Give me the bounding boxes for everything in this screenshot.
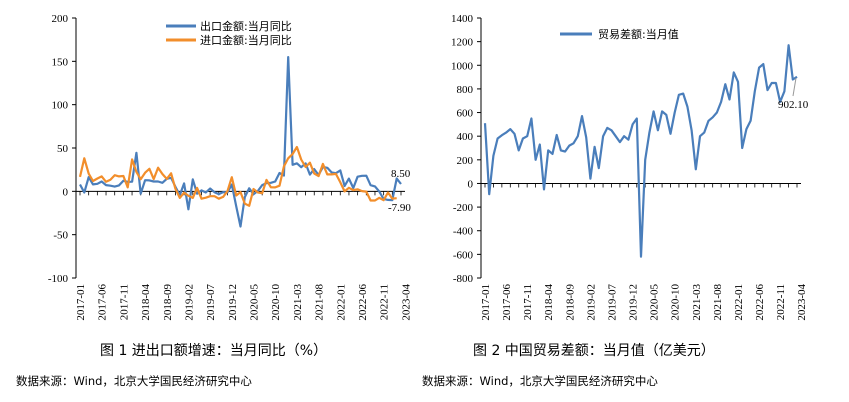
- chart2-x-tick-label: 2022-11: [775, 284, 787, 320]
- chart2-x-axis: 2017-01 2017-06 2017-11 2018-04 2018-09 2019-…: [480, 182, 808, 321]
- chart2-x-tick-label: 2018-09: [564, 284, 576, 321]
- chart1-x-tick-label: 2022-01: [335, 284, 347, 321]
- chart2-series-lines: [483, 44, 798, 258]
- chart1-x-tick-label: 2020-10: [270, 284, 282, 321]
- chart2-y-tick-label: 0: [468, 178, 474, 190]
- chart1-annotation-import-latest: -7.90: [388, 202, 411, 214]
- chart1-x-tick-label: 2019-12: [227, 284, 239, 321]
- chart2-series-line-1: [483, 44, 798, 258]
- chart2-y-axis: 1400 1200 1000 800 600 400 200 0 -200 -400 -600 -80…: [451, 13, 482, 285]
- chart2-y-tick-label: 200: [457, 155, 474, 167]
- chart1-legend-label-export: 出口金额:当月同比: [200, 19, 292, 33]
- chart2-y-tick-label: 1200: [451, 37, 474, 49]
- chart1-y-tick-label: 0: [63, 186, 69, 198]
- chart2-x-tick-label: 2022-06: [754, 284, 766, 321]
- chart1-x-tick-label: 2018-09: [162, 284, 174, 321]
- chart-trade-balance: 1400 1200 1000 800 600 400 200 0 -200 -400 -600 -80…: [451, 13, 809, 359]
- chart2-annotation-leader: [792, 77, 797, 97]
- chart2-legend: 贸易差额:当月值: [560, 27, 679, 41]
- chart1-series-line-1: [79, 55, 402, 228]
- chart1-y-tick-label: 200: [52, 13, 69, 25]
- chart1-y-tick-label: 150: [52, 56, 69, 68]
- chart2-y-tick-label: 1000: [451, 60, 474, 72]
- chart2-y-tick-label: 1400: [451, 13, 474, 25]
- chart2-caption: 图 2 中国贸易差额：当月值（亿美元）: [473, 343, 715, 359]
- chart-export-import-growth: 200 150 100 50 0 -50 -100 2017-01 2017-06 2017-1…: [48, 13, 413, 359]
- chart2-y-tick-label: -400: [453, 226, 474, 238]
- chart2-y-tick-label: 400: [457, 131, 474, 143]
- chart1-x-tick-label: 2019-07: [205, 284, 217, 321]
- chart2-y-tick-label: -600: [453, 249, 474, 261]
- chart2-x-tick-label: 2017-11: [522, 284, 534, 320]
- chart2-annotation-balance-latest: 902.10: [778, 99, 809, 111]
- chart2-x-tick-label: 2019-12: [628, 284, 640, 321]
- chart2-x-tick-label: 2020-05: [649, 284, 661, 321]
- chart2-x-tick-label: 2019-02: [585, 284, 597, 321]
- chart2-x-tick-label: 2022-01: [733, 284, 745, 321]
- chart1-x-tick-label: 2018-04: [140, 284, 152, 321]
- chart1-x-tick-label: 2021-03: [292, 284, 304, 321]
- chart1-series-lines: [78, 55, 402, 228]
- chart1-series-line-2: [78, 145, 397, 207]
- chart2-y-tick-label: -800: [453, 273, 474, 285]
- chart1-x-tick-label: 2022-11: [379, 284, 391, 320]
- chart2-y-tick-label: 600: [457, 108, 474, 120]
- chart2-legend-label-balance: 贸易差额:当月值: [598, 27, 679, 41]
- chart1-x-tick-label: 2017-11: [118, 284, 130, 320]
- chart2-x-tick-label: 2018-04: [543, 284, 555, 321]
- chart1-x-tick-label: 2017-01: [75, 284, 87, 321]
- chart1-y-tick-label: 100: [52, 100, 69, 112]
- chart2-x-tick-label: 2021-03: [691, 284, 703, 321]
- chart1-x-axis: 2017-01 2017-06 2017-11 2018-04 2018-09 2019-…: [75, 190, 412, 321]
- chart1-source-note: 数据来源：Wind，北京大学国民经济研究中心: [16, 374, 252, 388]
- chart1-y-tick-label: 50: [57, 143, 69, 155]
- chart1-x-tick-label: 2022-06: [357, 284, 369, 321]
- chart2-x-tick-label: 2017-06: [501, 284, 513, 321]
- chart1-legend: 出口金额:当月同比 进口金额:当月同比: [166, 19, 292, 47]
- chart2-x-tick-label: 2023-04: [796, 284, 808, 321]
- chart2-x-tick-label: 2021-08: [712, 284, 724, 321]
- chart1-y-tick-label: -100: [48, 273, 69, 285]
- chart1-x-tick-label: 2019-02: [183, 284, 195, 321]
- chart2-x-tick-label: 2017-01: [480, 284, 492, 321]
- chart2-x-tick-label: 2020-10: [670, 284, 682, 321]
- chart2-y-tick-label: 800: [457, 84, 474, 96]
- chart1-y-tick-label: -50: [53, 230, 68, 242]
- chart2-x-tick-label: 2019-07: [606, 284, 618, 321]
- chart1-y-axis: 200 150 100 50 0 -50 -100: [48, 13, 77, 285]
- chart1-x-tick-label: 2017-06: [97, 284, 109, 321]
- chart1-x-tick-label: 2020-05: [249, 284, 261, 321]
- chart2-source-note: 数据来源：Wind，北京大学国民经济研究中心: [422, 374, 658, 388]
- chart1-annotation-export-latest: 8.50: [391, 168, 411, 180]
- chart1-x-tick-label: 2021-08: [314, 284, 326, 321]
- chart1-legend-label-import: 进口金额:当月同比: [200, 33, 292, 47]
- chart2-y-tick-label: -200: [453, 202, 474, 214]
- chart1-caption: 图 1 进出口额增速：当月同比（%）: [100, 343, 327, 359]
- chart1-x-tick-label: 2023-04: [400, 284, 412, 321]
